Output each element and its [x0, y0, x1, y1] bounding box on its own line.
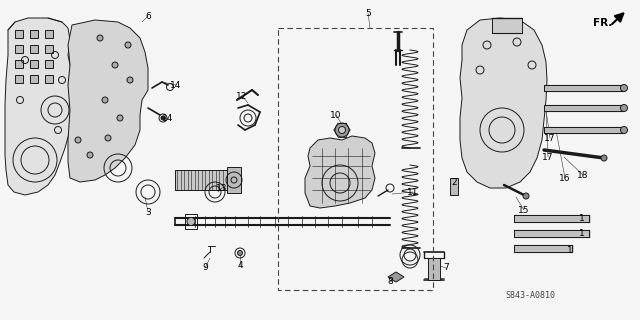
Polygon shape [175, 170, 227, 190]
Bar [492, 18, 522, 33]
Circle shape [102, 97, 108, 103]
Text: 13: 13 [216, 183, 228, 193]
Polygon shape [5, 18, 72, 195]
Polygon shape [450, 178, 458, 195]
Polygon shape [514, 244, 572, 252]
Text: 8: 8 [387, 277, 393, 286]
Bar [30, 60, 38, 68]
Circle shape [187, 218, 195, 226]
Polygon shape [227, 167, 241, 193]
Circle shape [621, 84, 627, 92]
Circle shape [75, 137, 81, 143]
Polygon shape [544, 85, 624, 91]
Bar [30, 30, 38, 38]
Text: 17: 17 [544, 133, 556, 142]
Text: 16: 16 [559, 173, 571, 182]
Polygon shape [514, 214, 589, 221]
Text: 6: 6 [145, 12, 151, 20]
Circle shape [87, 152, 93, 158]
Text: 1: 1 [579, 213, 585, 222]
Bar [185, 214, 197, 229]
Text: 5: 5 [365, 9, 371, 18]
Bar [45, 30, 53, 38]
Polygon shape [68, 20, 148, 182]
Bar [15, 60, 23, 68]
Text: 1: 1 [567, 245, 573, 254]
Text: 11: 11 [407, 188, 419, 196]
Text: 9: 9 [202, 263, 208, 273]
Circle shape [97, 35, 103, 41]
Bar [30, 75, 38, 83]
Text: FR.: FR. [593, 18, 612, 28]
Bar [278, 28, 433, 290]
Bar [15, 75, 23, 83]
Circle shape [621, 126, 627, 133]
Bar [45, 60, 53, 68]
Circle shape [117, 115, 123, 121]
Text: 12: 12 [236, 92, 248, 100]
Text: 4: 4 [237, 260, 243, 269]
Polygon shape [305, 136, 375, 208]
Circle shape [127, 77, 133, 83]
Bar [15, 45, 23, 53]
Bar [45, 45, 53, 53]
Circle shape [339, 126, 346, 133]
Bar [45, 75, 53, 83]
Polygon shape [460, 18, 547, 188]
Text: 14: 14 [170, 81, 182, 90]
Text: 17: 17 [542, 153, 554, 162]
Text: 18: 18 [577, 171, 589, 180]
Circle shape [621, 105, 627, 111]
Polygon shape [514, 229, 589, 236]
Circle shape [105, 135, 111, 141]
Polygon shape [544, 127, 624, 133]
Polygon shape [388, 272, 404, 282]
Circle shape [112, 62, 118, 68]
Circle shape [601, 155, 607, 161]
Circle shape [161, 116, 165, 120]
Bar [30, 45, 38, 53]
Text: S843-A0810: S843-A0810 [505, 291, 555, 300]
Text: 10: 10 [330, 110, 342, 119]
Text: 14: 14 [163, 114, 173, 123]
Circle shape [125, 42, 131, 48]
Circle shape [523, 193, 529, 199]
Text: 7: 7 [443, 263, 449, 273]
Text: 2: 2 [451, 178, 457, 187]
Bar [15, 30, 23, 38]
Text: 3: 3 [145, 207, 151, 217]
Polygon shape [544, 105, 624, 111]
Text: 15: 15 [518, 205, 530, 214]
Text: 1: 1 [579, 228, 585, 237]
Polygon shape [428, 258, 440, 280]
Circle shape [335, 123, 349, 137]
Circle shape [237, 251, 243, 255]
